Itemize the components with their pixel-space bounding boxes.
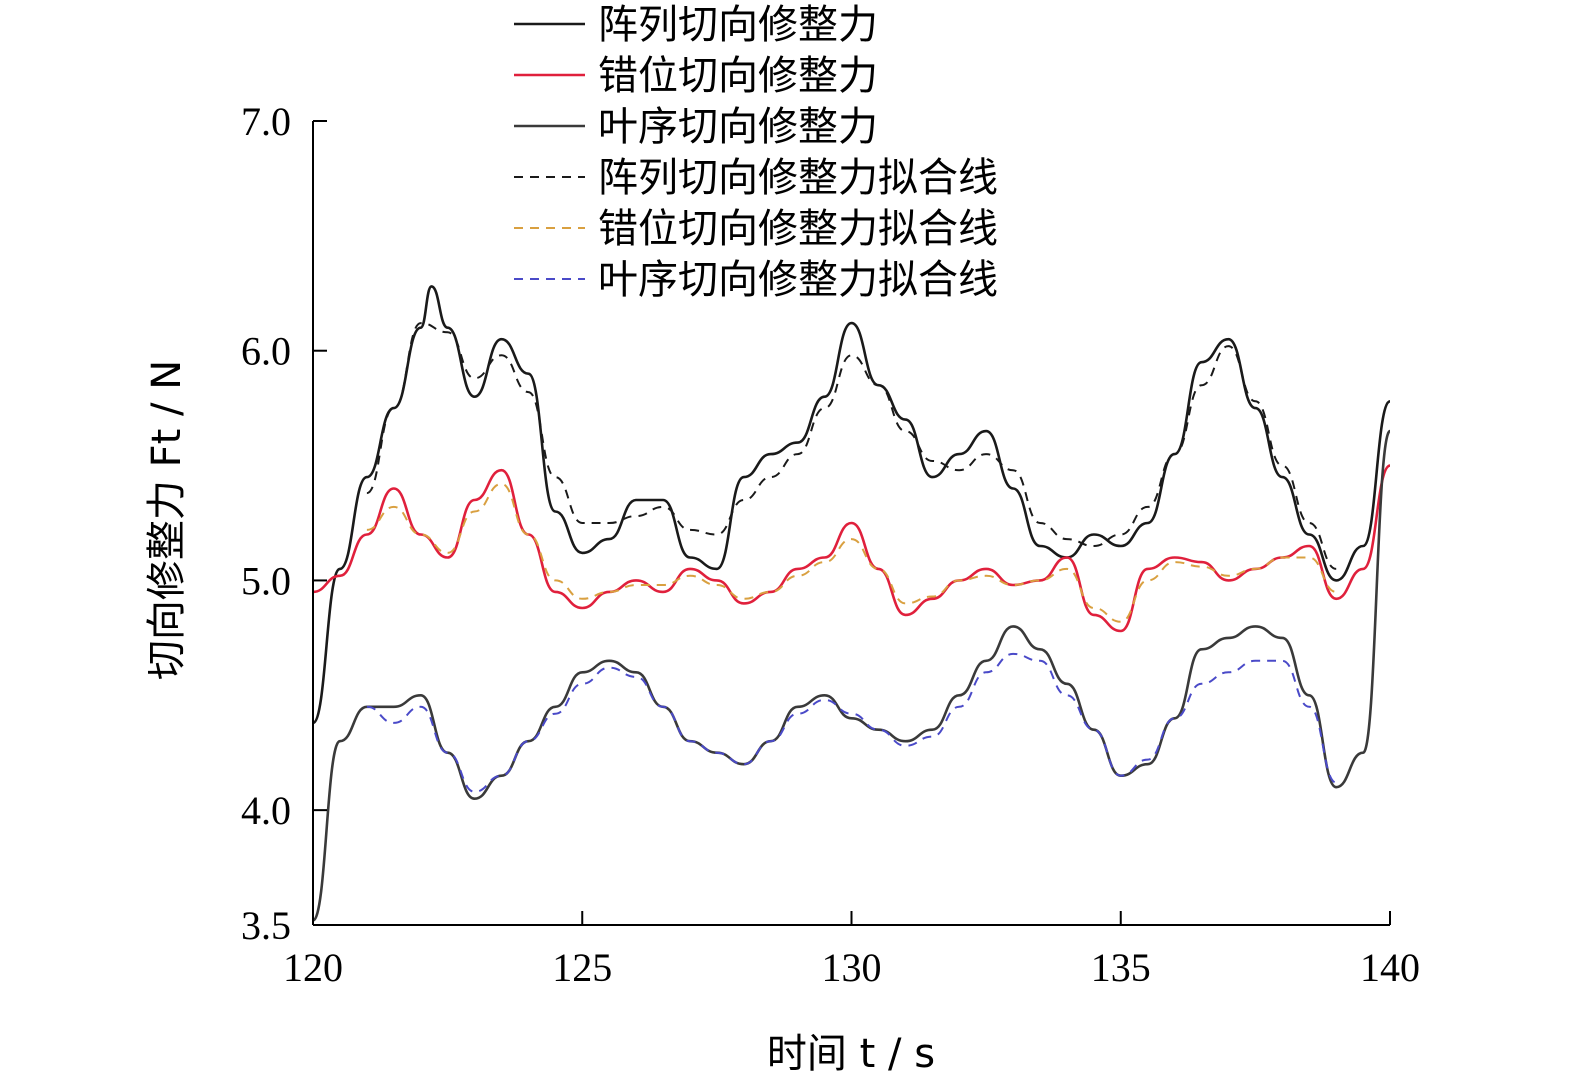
x-tick-label: 140 — [1360, 945, 1420, 990]
x-tick-label: 130 — [822, 945, 882, 990]
series-line-5 — [366, 482, 1337, 623]
y-tick-label: 7.0 — [241, 99, 291, 144]
ticks-layer: 120 125 130 135 140 3.5 4.0 5.0 6.0 7.0 — [241, 99, 1420, 990]
legend-label-3: 叶序切向修整力 — [598, 104, 878, 150]
series-line-3 — [311, 429, 1392, 922]
legend-label-1: 阵列切向修整力 — [598, 2, 878, 48]
legend: 阵列切向修整力错位切向修整力叶序切向修整力阵列切向修整力拟合线错位切向修整力拟合… — [514, 2, 998, 303]
series-layer — [311, 285, 1392, 922]
x-tick-label: 125 — [552, 945, 612, 990]
series-line-6 — [366, 652, 1337, 793]
y-tick-label: 3.5 — [241, 903, 291, 948]
x-tick-label: 120 — [283, 945, 343, 990]
legend-label-4: 阵列切向修整力拟合线 — [598, 155, 998, 201]
y-tick-label: 5.0 — [241, 558, 291, 603]
y-tick-label: 6.0 — [241, 329, 291, 374]
legend-label-5: 错位切向修整力拟合线 — [598, 206, 998, 252]
series-line-4 — [366, 322, 1337, 570]
legend-label-6: 叶序切向修整力拟合线 — [598, 257, 998, 303]
y-tick-label: 4.0 — [241, 788, 291, 833]
legend-label-2: 错位切向修整力 — [598, 53, 878, 99]
x-axis-title: 时间 t / s — [767, 1031, 935, 1077]
series-line-2 — [312, 464, 1391, 633]
series-line-1 — [311, 285, 1392, 725]
y-axis-title: 切向修整力 Ft / N — [144, 360, 190, 680]
x-tick-label: 135 — [1091, 945, 1151, 990]
